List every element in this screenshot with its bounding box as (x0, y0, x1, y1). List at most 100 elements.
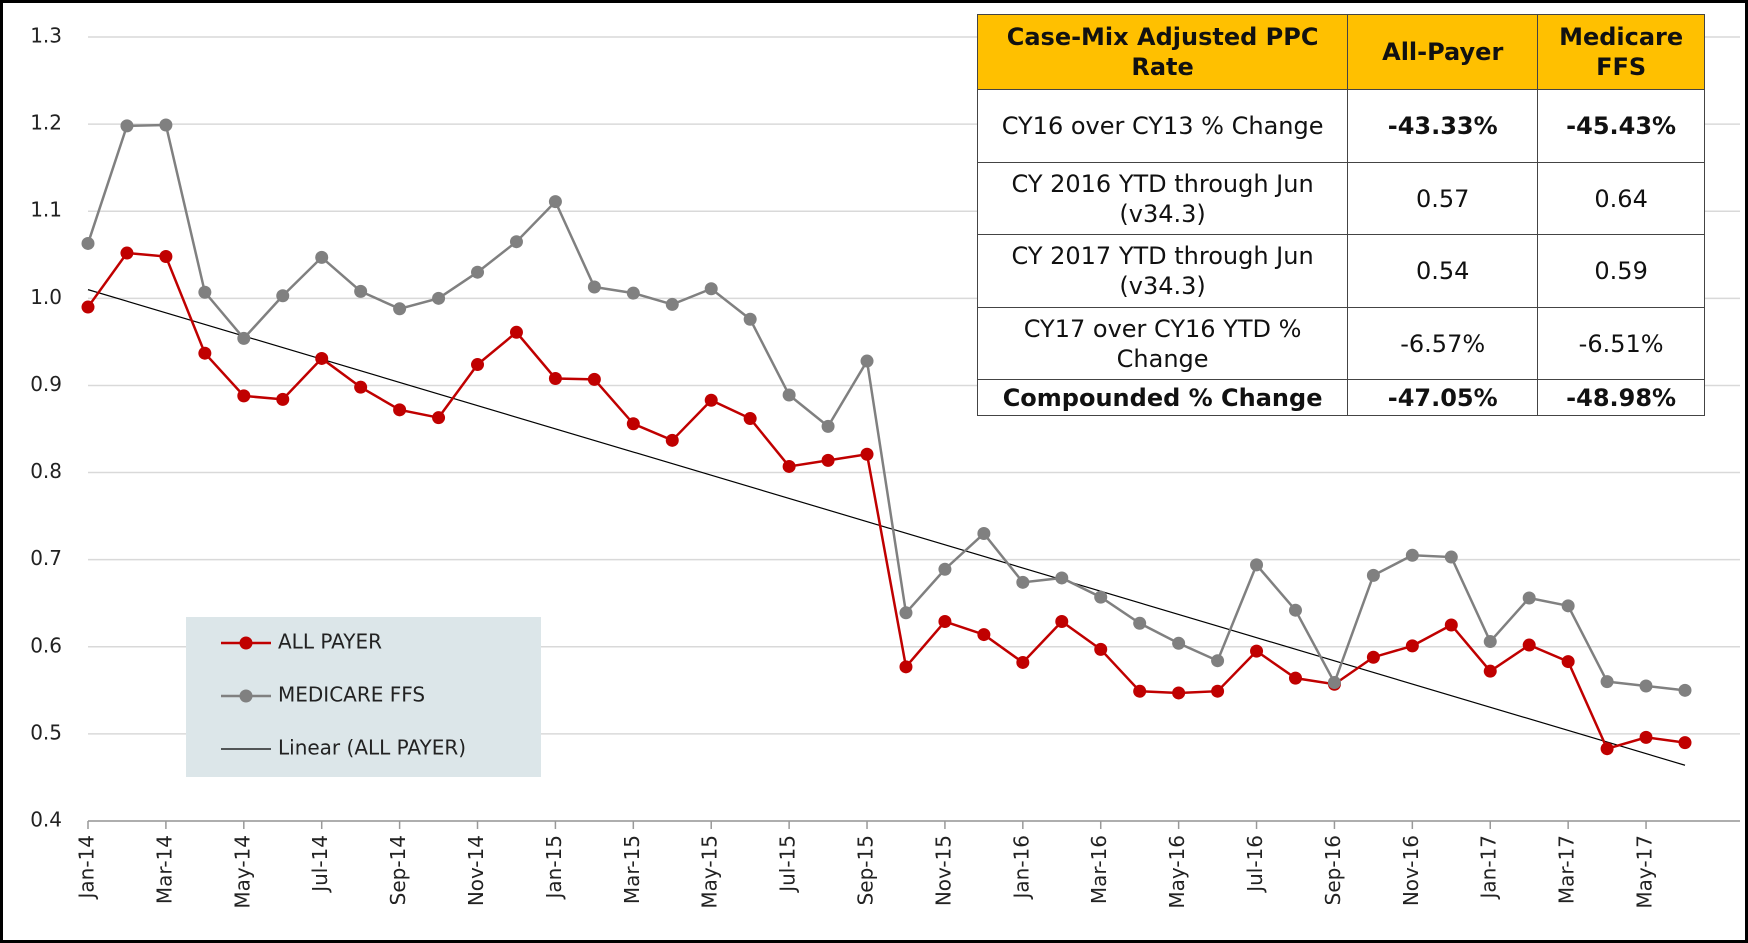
point (432, 291, 446, 305)
point (743, 312, 757, 326)
x-tick-label: Jan-16 (1009, 835, 1033, 901)
point (938, 562, 952, 576)
point (120, 246, 134, 260)
point (1405, 639, 1419, 653)
x-tick-label: Jan-15 (542, 835, 566, 901)
table-row: Case-Mix Adjusted PPC Rate All-Payer Medic… (976, 14, 1705, 90)
point (471, 265, 485, 279)
point (1600, 742, 1614, 756)
point (198, 285, 212, 299)
point (548, 371, 562, 385)
table-cell: -48.98% (1537, 379, 1705, 416)
point (1561, 599, 1575, 613)
table-row: CY 2017 YTD through Jun (v34.3) 0.54 0.59 (976, 234, 1705, 308)
point (315, 351, 329, 365)
y-tick-label: 1.2 (30, 111, 62, 135)
y-tick-label: 0.5 (30, 720, 62, 744)
point (1094, 642, 1108, 656)
y-tick-label: 1.1 (30, 198, 62, 222)
point (1522, 591, 1536, 605)
table-row: CY17 over CY16 YTD % Change -6.57% -6.51% (976, 307, 1705, 380)
point (354, 284, 368, 298)
point (587, 280, 601, 294)
table-row: Compounded % Change -47.05% -48.98% (976, 379, 1705, 416)
table-row: CY 2016 YTD through Jun (v34.3) 0.57 0.64 (976, 162, 1705, 235)
point (1016, 575, 1030, 589)
point (860, 447, 874, 461)
point (1639, 679, 1653, 693)
point (1211, 684, 1225, 698)
point (665, 433, 679, 447)
point (1522, 638, 1536, 652)
table-cell: -6.57% (1347, 307, 1539, 380)
point (315, 250, 329, 264)
point (1639, 730, 1653, 744)
x-tick-label: Mar-17 (1555, 835, 1579, 904)
x-tick-label: Nov-16 (1399, 835, 1423, 906)
series-line (86, 251, 1686, 751)
table-cell: Compounded % Change (976, 379, 1349, 416)
point (237, 331, 251, 345)
x-tick-label: May-14 (230, 835, 254, 909)
point (1483, 635, 1497, 649)
table-cell: Case-Mix Adjusted PPC Rate (976, 14, 1349, 90)
y-tick-label: 0.8 (30, 459, 62, 483)
x-tick-label: Sep-15 (854, 835, 878, 905)
point (1327, 675, 1341, 689)
summary-table: Case-Mix Adjusted PPC Rate All-Payer Medic… (976, 14, 1705, 416)
table-cell: CY 2016 YTD through Jun (v34.3) (976, 162, 1349, 235)
point (899, 660, 913, 674)
table-cell: 0.59 (1537, 234, 1705, 308)
x-tick-label: May-17 (1633, 835, 1657, 909)
y-tick-label: 0.4 (30, 808, 62, 832)
table-row: CY16 over CY13 % Change -43.33% -45.43% (976, 89, 1705, 163)
point (81, 300, 95, 314)
x-tick-label: Mar-16 (1087, 835, 1111, 904)
table-cell: -43.33% (1347, 89, 1539, 163)
point (509, 235, 523, 249)
point (1250, 558, 1264, 572)
table-cell: 0.64 (1537, 162, 1705, 235)
point (1600, 675, 1614, 689)
point (1172, 686, 1186, 700)
point (1678, 736, 1692, 750)
point (198, 346, 212, 360)
point (860, 354, 874, 368)
point (159, 118, 173, 132)
table-cell: CY 2017 YTD through Jun (v34.3) (976, 234, 1349, 308)
y-tick-label: 1.0 (30, 285, 62, 309)
x-tick-label: Sep-16 (1321, 835, 1345, 905)
point (938, 615, 952, 629)
table-cell: 0.57 (1347, 162, 1539, 235)
point (1405, 548, 1419, 562)
x-tick-label: Jan-14 (75, 835, 99, 901)
point (276, 289, 290, 303)
x-tick-label: Mar-15 (620, 835, 644, 904)
trendline (87, 289, 1686, 766)
x-tick-label: Sep-14 (386, 835, 410, 905)
point (743, 412, 757, 426)
point (1250, 644, 1264, 658)
table-cell: -47.05% (1347, 379, 1539, 416)
point (120, 119, 134, 133)
point (587, 372, 601, 386)
point (821, 453, 835, 467)
table-cell: Medicare FFS (1537, 14, 1705, 90)
point (159, 250, 173, 264)
point (821, 419, 835, 433)
point (509, 325, 523, 339)
point (1133, 616, 1147, 630)
x-tick-label: Jan-17 (1477, 835, 1501, 901)
x-tick-label: Jul-16 (1243, 835, 1267, 894)
table-cell: CY16 over CY13 % Change (976, 89, 1349, 163)
point (432, 411, 446, 425)
x-tick-label: Mar-14 (152, 835, 176, 904)
point (977, 628, 991, 642)
x-tick-label: Nov-15 (931, 835, 955, 906)
x-tick-label: Jul-15 (776, 835, 800, 894)
point (1211, 654, 1225, 668)
point (626, 417, 640, 431)
point (1483, 664, 1497, 678)
